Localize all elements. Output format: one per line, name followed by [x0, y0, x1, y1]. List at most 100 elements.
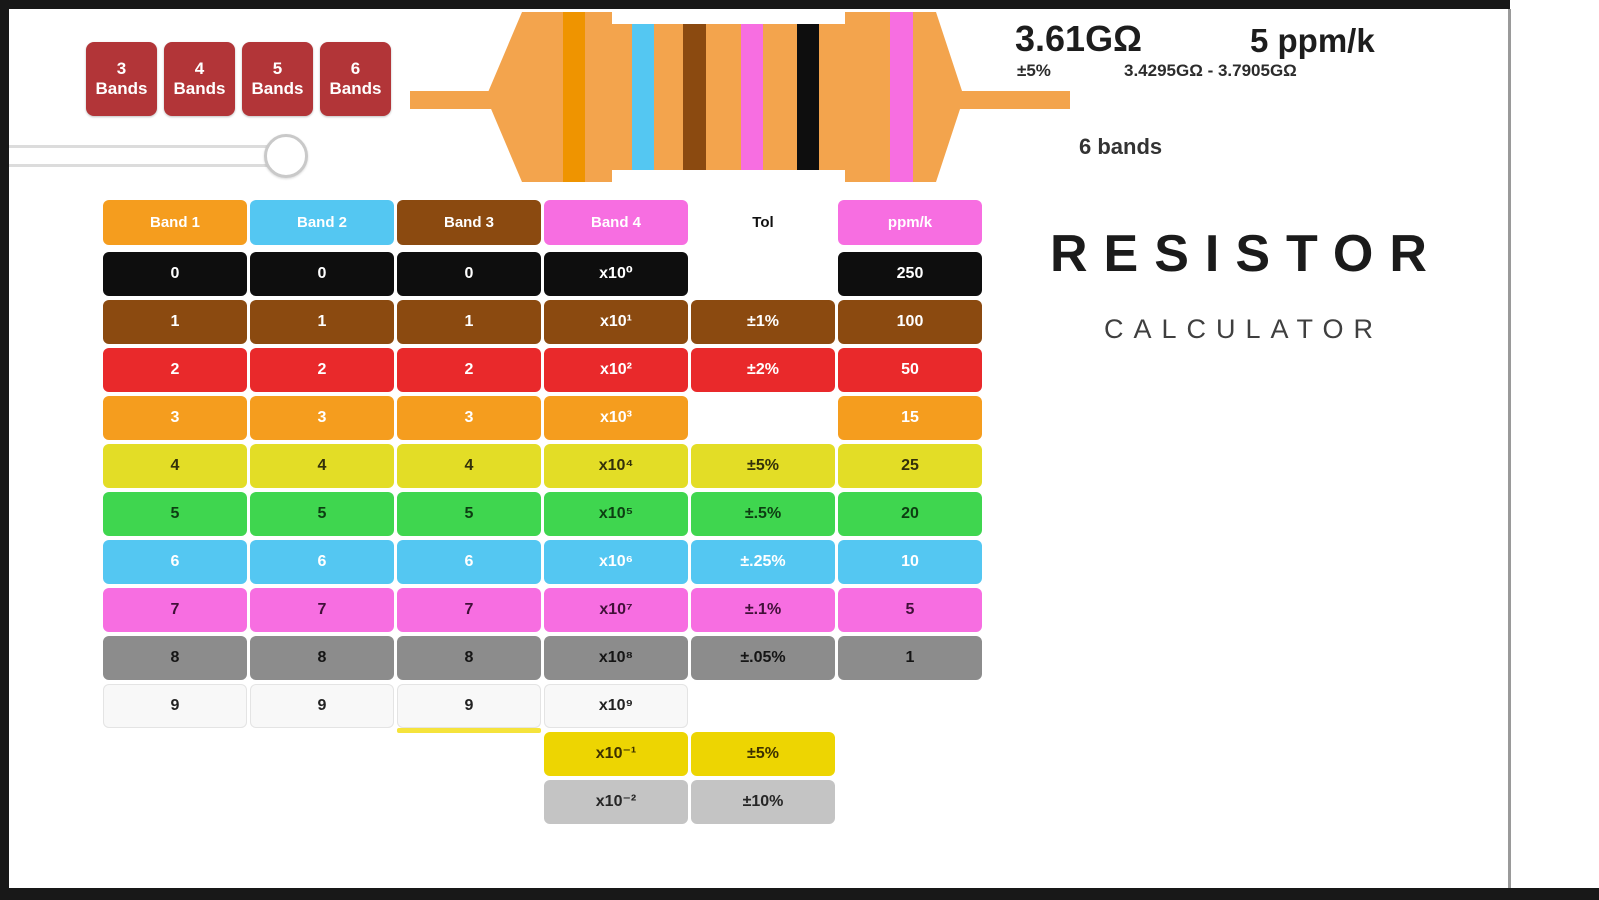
cell-white-band2[interactable]: 9: [250, 684, 394, 728]
cell-red-ppm[interactable]: 50: [838, 348, 982, 392]
page-border-left: [0, 0, 9, 888]
resistor-graphic: [410, 12, 1070, 182]
cell-violet-band1[interactable]: 7: [103, 588, 247, 632]
app-subtitle: CALCULATOR: [1104, 314, 1384, 344]
cell-red-band1[interactable]: 2: [103, 348, 247, 392]
cell-violet-band2[interactable]: 7: [250, 588, 394, 632]
resistance-range: 3.4295GΩ - 3.7905GΩ: [1124, 61, 1297, 80]
cell-red-band3[interactable]: 2: [397, 348, 541, 392]
table-header-band-3: Band 3: [397, 200, 541, 245]
band-count-word: Bands: [329, 79, 382, 98]
band-count-label: 6 bands: [1079, 134, 1163, 159]
cell-silver-multiplier[interactable]: x10⁻²: [544, 780, 688, 824]
resistor-band-5: [797, 24, 819, 170]
table-header-band-2: Band 2: [250, 200, 394, 245]
cell-brown-band2[interactable]: 1: [250, 300, 394, 344]
cell-violet-ppm[interactable]: 5: [838, 588, 982, 632]
tolerance-value: ±5%: [1017, 61, 1051, 80]
cell-blue-ppm[interactable]: 10: [838, 540, 982, 584]
band-count-button-4[interactable]: 4 Bands: [164, 42, 235, 116]
table-header-tol: Tol: [752, 214, 774, 231]
band3-column-highlight: [397, 728, 541, 733]
resistor-band-1: [563, 12, 585, 182]
cell-green-multiplier[interactable]: x10⁵: [544, 492, 688, 536]
cell-brown-band3[interactable]: 1: [397, 300, 541, 344]
page-border-top: [0, 0, 1510, 9]
cell-gray-band2[interactable]: 8: [250, 636, 394, 680]
cell-black-band3[interactable]: 0: [397, 252, 541, 296]
cell-blue-band1[interactable]: 6: [103, 540, 247, 584]
cell-white-band1[interactable]: 9: [103, 684, 247, 728]
cell-white-band3[interactable]: 9: [397, 684, 541, 728]
cell-white-multiplier[interactable]: x10⁹: [544, 684, 688, 728]
cell-gray-tolerance[interactable]: ±.05%: [691, 636, 835, 680]
cell-gray-ppm[interactable]: 1: [838, 636, 982, 680]
band-count-number: 4: [194, 59, 205, 78]
cell-orange-band3[interactable]: 3: [397, 396, 541, 440]
cell-black-band1[interactable]: 0: [103, 252, 247, 296]
cell-yellow-band3[interactable]: 4: [397, 444, 541, 488]
color-code-table: Band 1 Band 2 Band 3 Band 4 Tol ppm/k 0 0 0 x10⁰ 2…: [103, 200, 990, 830]
band-count-button-5[interactable]: 5 Bands: [242, 42, 313, 116]
cell-blue-band3[interactable]: 6: [397, 540, 541, 584]
band-count-number: 6: [350, 59, 361, 78]
cell-violet-tolerance[interactable]: ±.1%: [691, 588, 835, 632]
cell-orange-multiplier[interactable]: x10³: [544, 396, 688, 440]
cell-yellow-ppm[interactable]: 25: [838, 444, 982, 488]
band-count-button-6[interactable]: 6 Bands: [320, 42, 391, 116]
cell-orange-ppm[interactable]: 15: [838, 396, 982, 440]
band-count-button-3[interactable]: 3 Bands: [86, 42, 157, 116]
cell-blue-tolerance[interactable]: ±.25%: [691, 540, 835, 584]
cell-red-tolerance[interactable]: ±2%: [691, 348, 835, 392]
cell-black-multiplier[interactable]: x10⁰: [544, 252, 688, 296]
cell-yellow-band2[interactable]: 4: [250, 444, 394, 488]
cell-yellow-tolerance[interactable]: ±5%: [691, 444, 835, 488]
cell-violet-band3[interactable]: 7: [397, 588, 541, 632]
resistor-lead-left: [410, 91, 495, 109]
band-count-word: Bands: [251, 79, 304, 98]
cell-yellow-band1[interactable]: 4: [103, 444, 247, 488]
cell-yellow-multiplier[interactable]: x10⁴: [544, 444, 688, 488]
cell-red-multiplier[interactable]: x10²: [544, 348, 688, 392]
cell-brown-ppm[interactable]: 100: [838, 300, 982, 344]
band-count-number: 3: [116, 59, 127, 78]
cell-black-ppm[interactable]: 250: [838, 252, 982, 296]
cell-violet-multiplier[interactable]: x10⁷: [544, 588, 688, 632]
cell-brown-multiplier[interactable]: x10¹: [544, 300, 688, 344]
cell-gold-tolerance[interactable]: ±5%: [691, 732, 835, 776]
tempco-value: 5 ppm/k: [1250, 22, 1375, 59]
band-count-word: Bands: [95, 79, 148, 98]
resistor-band-3: [683, 24, 706, 170]
cell-blue-multiplier[interactable]: x10⁶: [544, 540, 688, 584]
cell-gray-band1[interactable]: 8: [103, 636, 247, 680]
cell-orange-band2[interactable]: 3: [250, 396, 394, 440]
cell-gray-multiplier[interactable]: x10⁸: [544, 636, 688, 680]
resistor-body: [486, 12, 964, 182]
cell-green-ppm[interactable]: 20: [838, 492, 982, 536]
resistance-slider-handle[interactable]: [264, 134, 308, 178]
resistor-band-4: [741, 24, 763, 170]
cell-gold-multiplier[interactable]: x10⁻¹: [544, 732, 688, 776]
cell-gray-band3[interactable]: 8: [397, 636, 541, 680]
cell-green-band1[interactable]: 5: [103, 492, 247, 536]
cell-black-band2[interactable]: 0: [250, 252, 394, 296]
cell-orange-band1[interactable]: 3: [103, 396, 247, 440]
cell-brown-band1[interactable]: 1: [103, 300, 247, 344]
cell-green-band3[interactable]: 5: [397, 492, 541, 536]
table-header-band-4: Band 4: [544, 200, 688, 245]
band-count-number: 5: [272, 59, 283, 78]
cell-silver-tolerance[interactable]: ±10%: [691, 780, 835, 824]
cell-red-band2[interactable]: 2: [250, 348, 394, 392]
resistor-lead-right: [960, 91, 1070, 109]
cell-brown-tolerance[interactable]: ±1%: [691, 300, 835, 344]
cell-green-band2[interactable]: 5: [250, 492, 394, 536]
resistance-slider-track[interactable]: [9, 145, 287, 167]
resistor-band-6: [890, 12, 913, 182]
resistance-value: 3.61GΩ: [1015, 18, 1142, 59]
resistor-band-2: [632, 24, 654, 170]
table-header-ppm-k: ppm/k: [838, 200, 982, 245]
cell-blue-band2[interactable]: 6: [250, 540, 394, 584]
cell-green-tolerance[interactable]: ±.5%: [691, 492, 835, 536]
page-border-bottom: [0, 888, 1599, 900]
